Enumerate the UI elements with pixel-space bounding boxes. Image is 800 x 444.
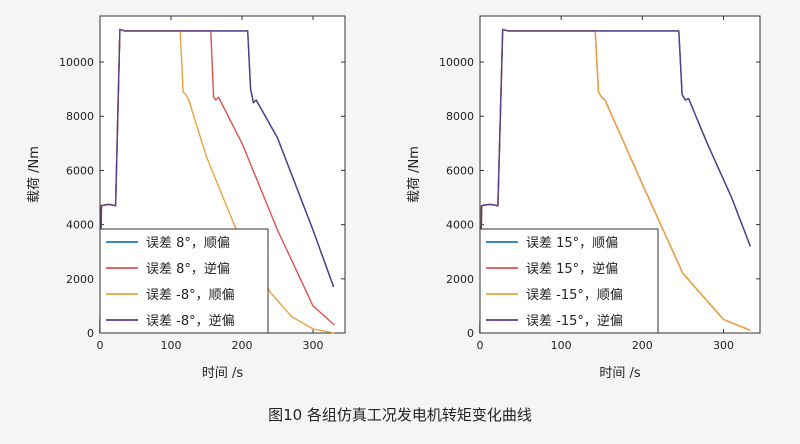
y-axis-label: 载荷 /Nm — [27, 146, 42, 203]
y-tick-label: 4000 — [446, 219, 474, 232]
y-tick-label: 6000 — [66, 164, 94, 177]
x-tick-label: 100 — [161, 339, 182, 352]
legend-entry: 误差 -8°，顺偏 — [146, 288, 235, 303]
y-axis-label: 载荷 /Nm — [407, 146, 422, 203]
legend-entry: 误差 15°，逆偏 — [526, 261, 618, 277]
x-axis-label: 时间 /s — [599, 366, 641, 381]
y-tick-label: 0 — [87, 327, 94, 340]
y-tick-label: 2000 — [66, 273, 94, 286]
x-tick-label: 200 — [232, 339, 253, 352]
y-tick-label: 10000 — [439, 56, 474, 69]
figure-caption: 图10 各组仿真工况发电机转矩变化曲线 — [268, 406, 532, 424]
x-tick-label: 100 — [551, 339, 572, 352]
y-tick-label: 8000 — [446, 110, 474, 123]
y-tick-label: 8000 — [66, 110, 94, 123]
chart-left: 0 2000 4000 6000 8000 10000 0 100 200 300 时间 /s 载荷 … — [27, 15, 346, 381]
legend-entry: 误差 -15°，逆偏 — [526, 313, 623, 329]
legend-box — [479, 228, 659, 334]
legend-entry: 误差 8°，逆偏 — [146, 261, 230, 277]
x-tick-label: 200 — [632, 339, 653, 352]
y-tick-label: 4000 — [66, 219, 94, 232]
y-tick-label: 6000 — [446, 164, 474, 177]
x-tick-label: 0 — [477, 339, 484, 352]
legend-entry: 误差 -8°，逆偏 — [146, 313, 235, 329]
x-tick-label: 300 — [303, 339, 324, 352]
legend-entry: 误差 15°，顺偏 — [526, 236, 618, 251]
x-tick-label: 0 — [97, 339, 104, 352]
y-tick-label: 10000 — [59, 56, 94, 69]
series-line — [479, 28, 751, 334]
legend-entry: 误差 8°，顺偏 — [146, 236, 230, 251]
y-tick-label: 0 — [467, 327, 474, 340]
y-tick-label: 2000 — [446, 273, 474, 286]
x-tick-label: 300 — [713, 339, 734, 352]
legend-entry: 误差 -15°，顺偏 — [526, 288, 623, 303]
series-line — [99, 28, 335, 334]
legend-box — [99, 228, 269, 334]
chart-right: 0 2000 4000 6000 8000 10000 0 100 200 300 时间 /s 载荷 … — [407, 15, 761, 381]
x-axis-label: 时间 /s — [202, 366, 244, 381]
